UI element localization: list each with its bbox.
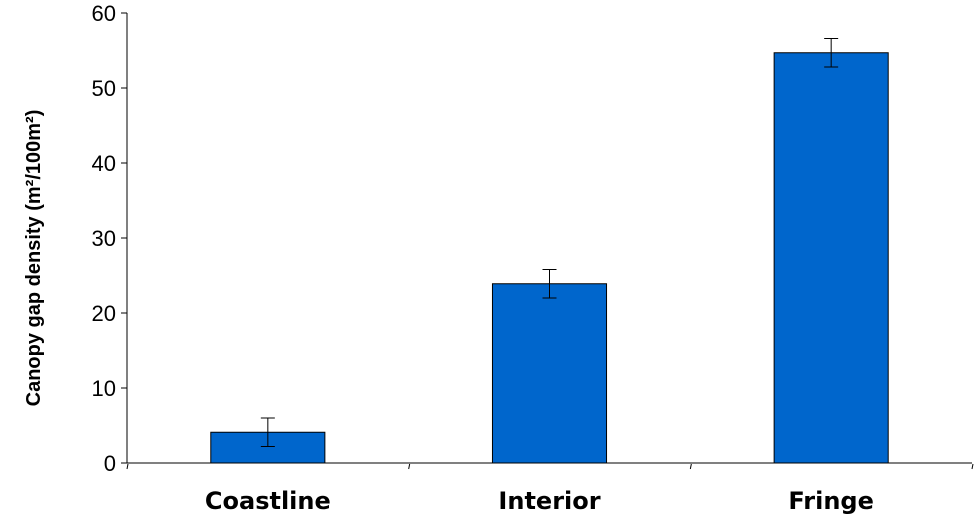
y-axis: 0 10 20 30 40 50 60: [92, 1, 128, 476]
y-tick-label: 60: [92, 1, 116, 26]
y-tick-label: 40: [92, 151, 116, 176]
y-axis-title: Canopy gap density (m²/100m²): [23, 110, 45, 407]
x-tick: [126, 463, 129, 470]
x-tick: [408, 463, 411, 470]
bar: [491, 283, 608, 464]
y-tick-label: 20: [92, 301, 116, 326]
category-label: Interior: [498, 487, 600, 515]
category-label: Coastline: [205, 487, 331, 515]
error-bars-group: [260, 38, 839, 447]
y-tick-label: 50: [92, 76, 116, 101]
bar: [773, 52, 889, 464]
category-label: Fringe: [788, 487, 873, 515]
x-tick: [689, 463, 692, 470]
y-tick-label: 30: [92, 226, 116, 251]
x-axis: [126, 462, 974, 470]
x-tick: [971, 463, 974, 470]
y-tick-label: 10: [92, 376, 116, 401]
category-labels: Coastline Interior Fringe: [205, 487, 874, 515]
bars-group: [210, 52, 889, 464]
y-tick-label: 0: [104, 451, 116, 476]
